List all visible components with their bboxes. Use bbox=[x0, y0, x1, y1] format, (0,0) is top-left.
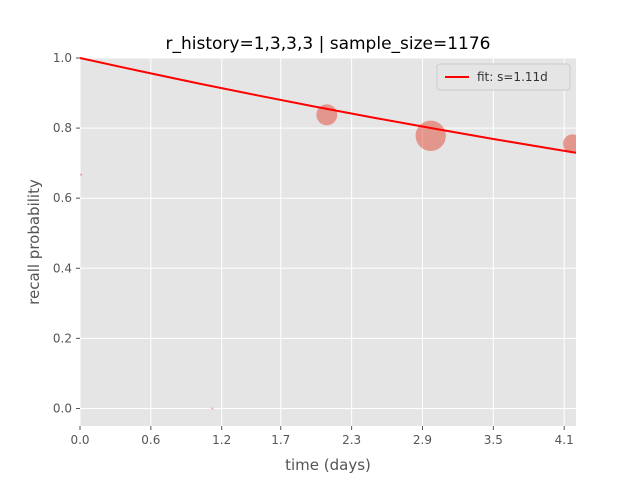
legend-box bbox=[436, 63, 571, 91]
y-axis: 0.0 0.2 0.4 0.6 0.8 1.0 bbox=[53, 51, 80, 415]
data-points bbox=[80, 104, 576, 410]
fit-line bbox=[79, 57, 577, 154]
x-axis: 0.0 0.6 1.2 1.7 2.3 2.9 3.5 4.1 bbox=[70, 426, 574, 447]
x-tick-label: 3.5 bbox=[484, 433, 503, 447]
x-tick-label: 1.2 bbox=[212, 433, 231, 447]
y-tick-label: 0.8 bbox=[53, 121, 72, 135]
x-tick-label: 2.9 bbox=[413, 433, 432, 447]
data-point bbox=[562, 134, 576, 154]
y-tick-label: 0.4 bbox=[53, 261, 72, 275]
y-axis-label: recall probability bbox=[25, 179, 43, 305]
y-tick-label: 1.0 bbox=[53, 51, 72, 65]
y-tick-label: 0.6 bbox=[53, 191, 72, 205]
x-tick-label: 0.0 bbox=[70, 433, 89, 447]
x-tick-label: 2.3 bbox=[342, 433, 361, 447]
legend-fit-label: fit: s=1.11d bbox=[477, 70, 548, 84]
chart-title: r_history=1,3,3,3 | sample_size=1176 bbox=[166, 34, 491, 54]
legend: fit: s=1.11d bbox=[436, 63, 571, 91]
grid bbox=[79, 57, 576, 426]
data-point bbox=[80, 173, 83, 176]
x-tick-label: 4.1 bbox=[555, 433, 574, 447]
y-tick-label: 0.0 bbox=[53, 401, 72, 415]
y-tick-label: 0.2 bbox=[53, 331, 72, 345]
x-tick-label: 0.6 bbox=[141, 433, 160, 447]
x-axis-label: time (days) bbox=[285, 456, 371, 474]
data-point bbox=[211, 407, 214, 410]
data-point bbox=[415, 120, 446, 151]
x-tick-label: 1.7 bbox=[271, 433, 290, 447]
